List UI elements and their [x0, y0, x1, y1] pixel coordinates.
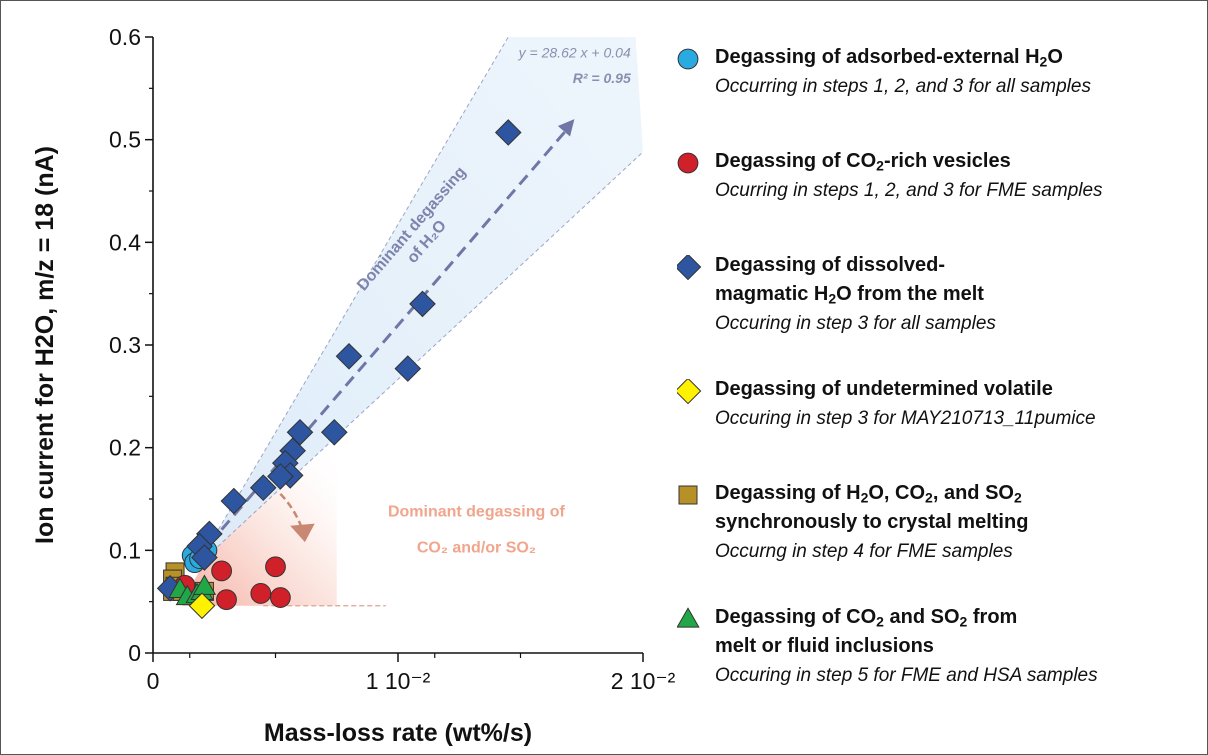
data-point-circle	[216, 589, 237, 611]
data-point-diamond	[320, 418, 348, 446]
legend-symbol-diamond	[677, 255, 702, 281]
data-point-diamond	[267, 463, 294, 490]
legend-symbol-triangle	[677, 607, 700, 628]
legend-marker-diamond	[677, 379, 702, 405]
co2-annotation-line2: CO₂ and/or SO₂	[417, 539, 536, 556]
data-point-diamond	[394, 355, 422, 382]
x-axis-label: Mass-loss rate (wt%/s)	[264, 719, 532, 747]
data-point-diamond	[494, 119, 522, 146]
data-point-diamond	[335, 342, 363, 370]
fit-equation: y = 28.62 x + 0.04	[518, 45, 631, 61]
legend-marker-circle	[677, 152, 699, 174]
data-point-diamond	[220, 487, 248, 515]
legend-marker-circle	[677, 48, 699, 70]
legend-subtitle: Occuring in step 5 for FME and HSA sampl…	[715, 665, 1098, 686]
legend-marker-triangle	[677, 607, 700, 628]
legend-marker-square	[678, 485, 698, 505]
legend-subtitle: Occuring in step 3 for all samples	[715, 313, 996, 334]
data-point-circle	[250, 583, 272, 604]
legend-subtitle: Occurng in step 4 for FME samples	[715, 541, 1013, 562]
data-point-circle	[265, 556, 286, 578]
legend-title: Degassing of CO2 and SO2 from melt or flu…	[715, 606, 1018, 657]
data-point-diamond	[191, 544, 218, 571]
data-point-diamond	[249, 474, 277, 502]
legend-subtitle: Occurring in steps 1, 2, and 3 for all s…	[715, 76, 1091, 97]
legend-title: Degassing of adsorbed-external H2O	[715, 46, 1063, 70]
data-point-triangle	[192, 574, 217, 595]
legend-symbol-square	[678, 485, 698, 505]
y-tick-label: 0.6	[109, 24, 141, 50]
legend-subtitle: Ocurring in steps 1, 2, and 3 for FME sa…	[715, 180, 1103, 201]
x-tick-label: 1 10⁻²	[366, 668, 431, 694]
y-axis-label: Ion current for H2O, m/z = 18 (nA)	[31, 146, 59, 544]
co2-arrow-head	[290, 523, 315, 543]
y-tick-label: 0.3	[109, 332, 141, 358]
data-point-diamond	[188, 592, 216, 620]
y-tick-label: 0.5	[109, 127, 141, 153]
legend-symbol-diamond	[677, 379, 702, 405]
legend-symbol-circle	[677, 152, 699, 174]
legend-title: Degassing of H2O, CO2, and SO2 synchronou…	[715, 482, 1029, 533]
y-tick-label: 0.4	[109, 229, 141, 255]
legend-title: Degassing of CO2-rich vesicles	[715, 150, 1011, 174]
fit-arrow-head	[557, 119, 575, 137]
upper-bound-line	[196, 36, 509, 566]
legend-symbol-circle	[677, 48, 699, 70]
data-point-diamond	[409, 290, 436, 318]
fit-r2: R² = 0.95	[573, 70, 631, 86]
x-tick-label: 2 10⁻²	[611, 668, 676, 694]
x-tick-label: 0	[147, 668, 160, 694]
legend-title: Degassing of undetermined volatile	[715, 378, 1053, 400]
y-tick-label: 0.2	[109, 435, 141, 461]
legend-marker-diamond	[677, 255, 702, 281]
data-point-circle	[270, 587, 291, 608]
legend-title: Degassing of dissolved-magmatic H2O from…	[715, 254, 984, 307]
data-point-circle	[211, 560, 233, 582]
y-tick-label: 0	[128, 640, 141, 666]
co2-annotation-line1: Dominant degassing of	[388, 503, 566, 520]
legend-subtitle: Occuring in step 3 for MAY210713_11pumic…	[715, 408, 1096, 429]
y-tick-label: 0.1	[109, 537, 141, 563]
lower-bound-line	[196, 151, 644, 567]
